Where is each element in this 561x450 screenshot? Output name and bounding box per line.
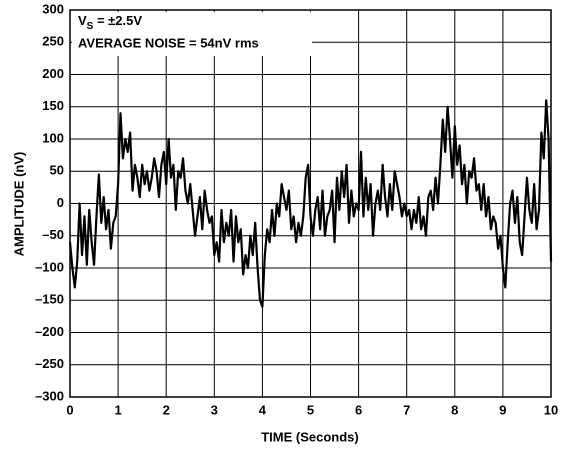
y-tick-label: –200 xyxy=(35,324,64,339)
annotation: AVERAGE NOISE = 54nV rms xyxy=(78,35,259,50)
x-tick-label: 9 xyxy=(499,402,506,417)
y-tick-label: 100 xyxy=(42,130,64,145)
y-tick-label: 150 xyxy=(42,98,64,113)
y-axis-label: AMPLITUDE (nV) xyxy=(11,152,26,257)
annotation-text: V xyxy=(78,13,87,28)
x-tick-label: 10 xyxy=(544,402,558,417)
y-tick-label: 300 xyxy=(42,1,64,16)
annotation-subscript: S xyxy=(87,21,94,32)
x-axis-label: TIME (Seconds) xyxy=(261,429,359,444)
y-tick-label: –250 xyxy=(35,356,64,371)
x-tick-label: 6 xyxy=(355,402,362,417)
x-tick-label: 3 xyxy=(211,402,218,417)
y-tick-label: 50 xyxy=(50,163,64,178)
x-tick-label: 7 xyxy=(403,402,410,417)
y-tick-label: –300 xyxy=(35,388,64,403)
x-tick-label: 4 xyxy=(259,402,267,417)
x-tick-label: 2 xyxy=(163,402,170,417)
y-tick-label: –150 xyxy=(35,292,64,307)
x-tick-label: 1 xyxy=(114,402,121,417)
y-tick-label: –100 xyxy=(35,259,64,274)
y-tick-label: 250 xyxy=(42,34,64,49)
y-tick-label: –50 xyxy=(42,227,64,242)
plot-frame xyxy=(69,9,552,398)
x-tick-label: 8 xyxy=(451,402,458,417)
x-tick-label: 0 xyxy=(66,402,73,417)
annotation: VS = ±2.5V xyxy=(78,13,142,31)
noise-line xyxy=(68,99,553,308)
x-tick-label: 5 xyxy=(307,402,314,417)
y-tick-label: 0 xyxy=(57,195,64,210)
annotation-background xyxy=(72,12,312,56)
annotation-rest: = ±2.5V xyxy=(93,13,142,28)
y-tick-label: 200 xyxy=(42,66,64,81)
